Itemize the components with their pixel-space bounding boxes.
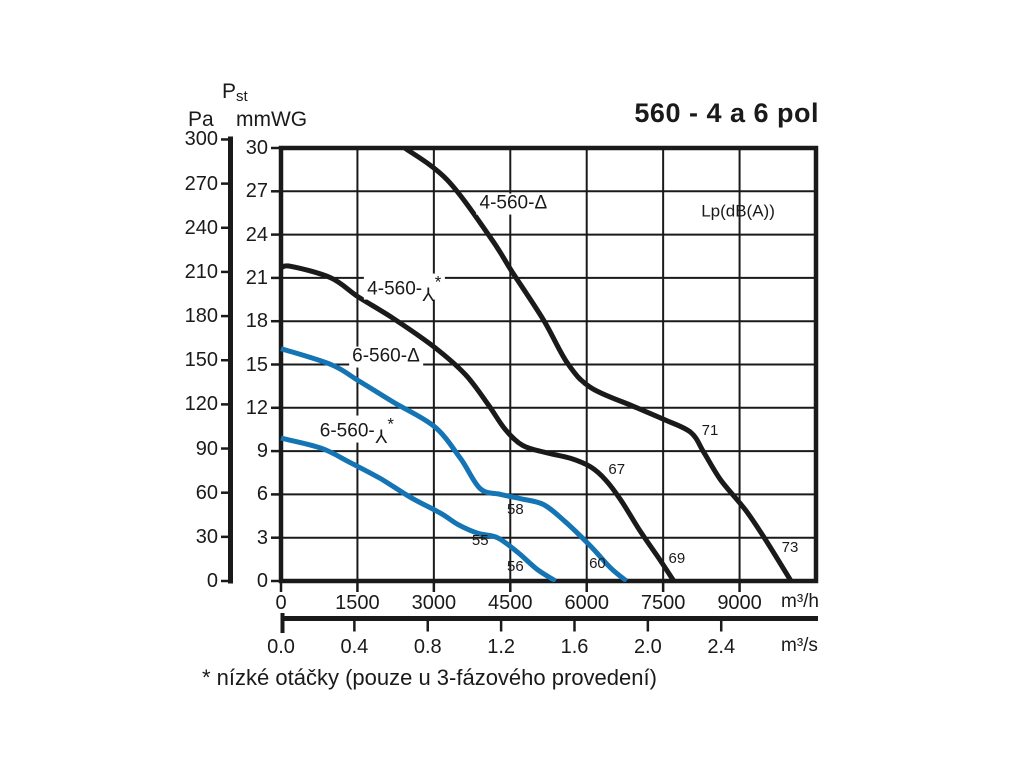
mmwg-tick-label: 30 [245,137,268,159]
y-axis-title-pst: Pst [222,80,248,106]
m3s-tick-label: 0.8 [413,636,442,658]
curve-4-560-delta [403,147,794,582]
pa-tick-label: 90 [195,437,218,460]
m3s-tick-label: 2.0 [633,636,662,658]
wye-symbol: Y [374,424,388,446]
curve-label-6-560-star: 6-560-Y* [316,414,398,446]
mmwg-tick-label: 12 [245,396,268,419]
curve-4-560-star [280,263,676,582]
m3h-tick-label: 7500 [640,592,686,614]
noise-level-label-71: 71 [701,421,719,439]
curve-label-6-560-delta: 6-560-Δ [349,346,423,368]
mmwg-tick-label: 0 [256,570,268,592]
noise-level-label-58: 58 [507,501,524,519]
pa-tick-label: 150 [184,349,218,372]
noise-level-label-69: 69 [668,550,686,568]
pa-tick-label: 0 [206,570,218,592]
m3h-tick-label: 0 [275,592,287,614]
y-axis-unit-mmwg: mmWG [236,108,308,131]
pa-tick-label: 300 [184,128,218,151]
m3s-tick-label: 1.2 [487,636,516,658]
curve-label-4-560-delta: 4-560-Δ [476,193,551,215]
footnote: * nízké otáčky (pouze u 3-fázového prove… [202,665,657,690]
low-speed-star: * [434,272,442,292]
pa-tick-label: 270 [184,172,218,195]
plot-border [278,145,819,584]
curve-6-560-star [280,435,557,582]
m3h-tick-label: 1500 [335,592,380,614]
pa-tick-label: 120 [184,393,218,416]
m3s-tick-label: 1.6 [560,636,589,658]
pa-tick-label: 60 [195,481,218,504]
mmwg-tick-label: 3 [256,526,268,549]
m3h-tick-label: 9000 [717,592,762,614]
pst-subscript: st [236,88,248,105]
pa-tick-label: 30 [195,525,218,548]
noise-level-label-60: 60 [589,554,606,572]
mmwg-tick-label: 24 [245,223,268,246]
mmwg-tick-label: 9 [256,440,268,463]
mmwg-tick-label: 27 [245,180,268,203]
curve-label-4-560-star: 4-560-Y* [364,272,445,303]
x-axis-unit-m3s: m³/s [781,635,818,656]
wye-symbol: Y [422,281,435,303]
pa-tick-label: 240 [184,216,218,239]
m3h-tick-label: 6000 [564,592,609,614]
mmwg-tick-label: 21 [245,266,268,289]
noise-level-label-55: 55 [471,531,489,549]
m3h-tick-label: 3000 [411,592,457,614]
curve-6-560-delta [280,346,629,582]
y-axis-unit-pa: Pa [188,108,214,131]
lp-db-note: Lp(dB(A)) [701,201,775,221]
noise-level-label-56: 56 [507,557,524,575]
page-title: 560 - 4 a 6 pol [634,98,819,128]
m3s-tick-label: 0.4 [340,636,369,658]
pa-tick-label: 180 [184,305,218,328]
m3s-tick-label: 2.4 [707,636,736,658]
noise-level-label-67: 67 [608,460,626,478]
m3s-tick-label: 0.0 [267,636,295,658]
mmwg-tick-label: 15 [245,353,268,376]
pst-main: P [222,80,237,103]
mmwg-tick-label: 18 [245,310,268,333]
low-speed-star: * [387,414,395,434]
mmwg-tick-label: 6 [256,483,268,506]
m3h-tick-label: 4500 [488,592,533,614]
pa-tick-label: 210 [184,260,218,283]
noise-level-label-73: 73 [781,538,799,556]
x-axis-unit-m3h: m³/h [781,591,819,612]
